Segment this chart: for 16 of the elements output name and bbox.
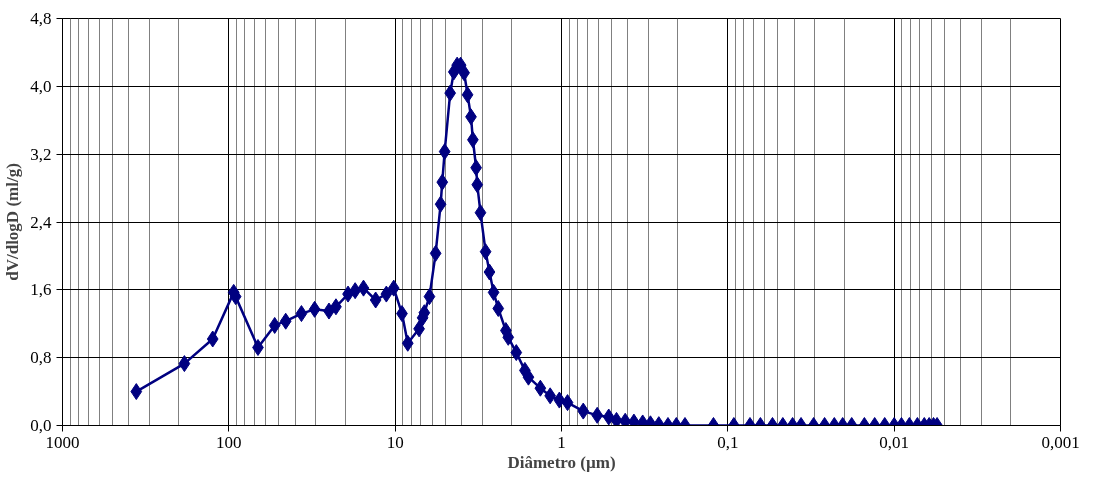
y-tick-label: 2,4 xyxy=(30,212,52,232)
y-tick-label: 0,8 xyxy=(30,348,52,368)
y-tick-label: 3,2 xyxy=(30,144,52,164)
x-tick-label: 0,001 xyxy=(1041,432,1080,452)
x-tick-label: 0,1 xyxy=(717,432,739,452)
x-axis-title: Diâmetro (µm) xyxy=(507,452,616,472)
x-tick-label: 0,01 xyxy=(879,432,910,452)
x-tick-label: 1 xyxy=(557,432,566,452)
x-tick-label: 10 xyxy=(386,432,404,452)
y-axis-title: dV/dlogD (ml/g) xyxy=(3,163,23,281)
y-tick-label: 0,0 xyxy=(30,416,52,435)
y-tick-label: 4,0 xyxy=(30,76,52,96)
x-tick-label: 100 xyxy=(216,432,242,452)
x-tick-label: 1000 xyxy=(45,432,80,452)
y-tick-label: 4,8 xyxy=(30,9,52,28)
y-tick-label: 1,6 xyxy=(30,280,52,300)
